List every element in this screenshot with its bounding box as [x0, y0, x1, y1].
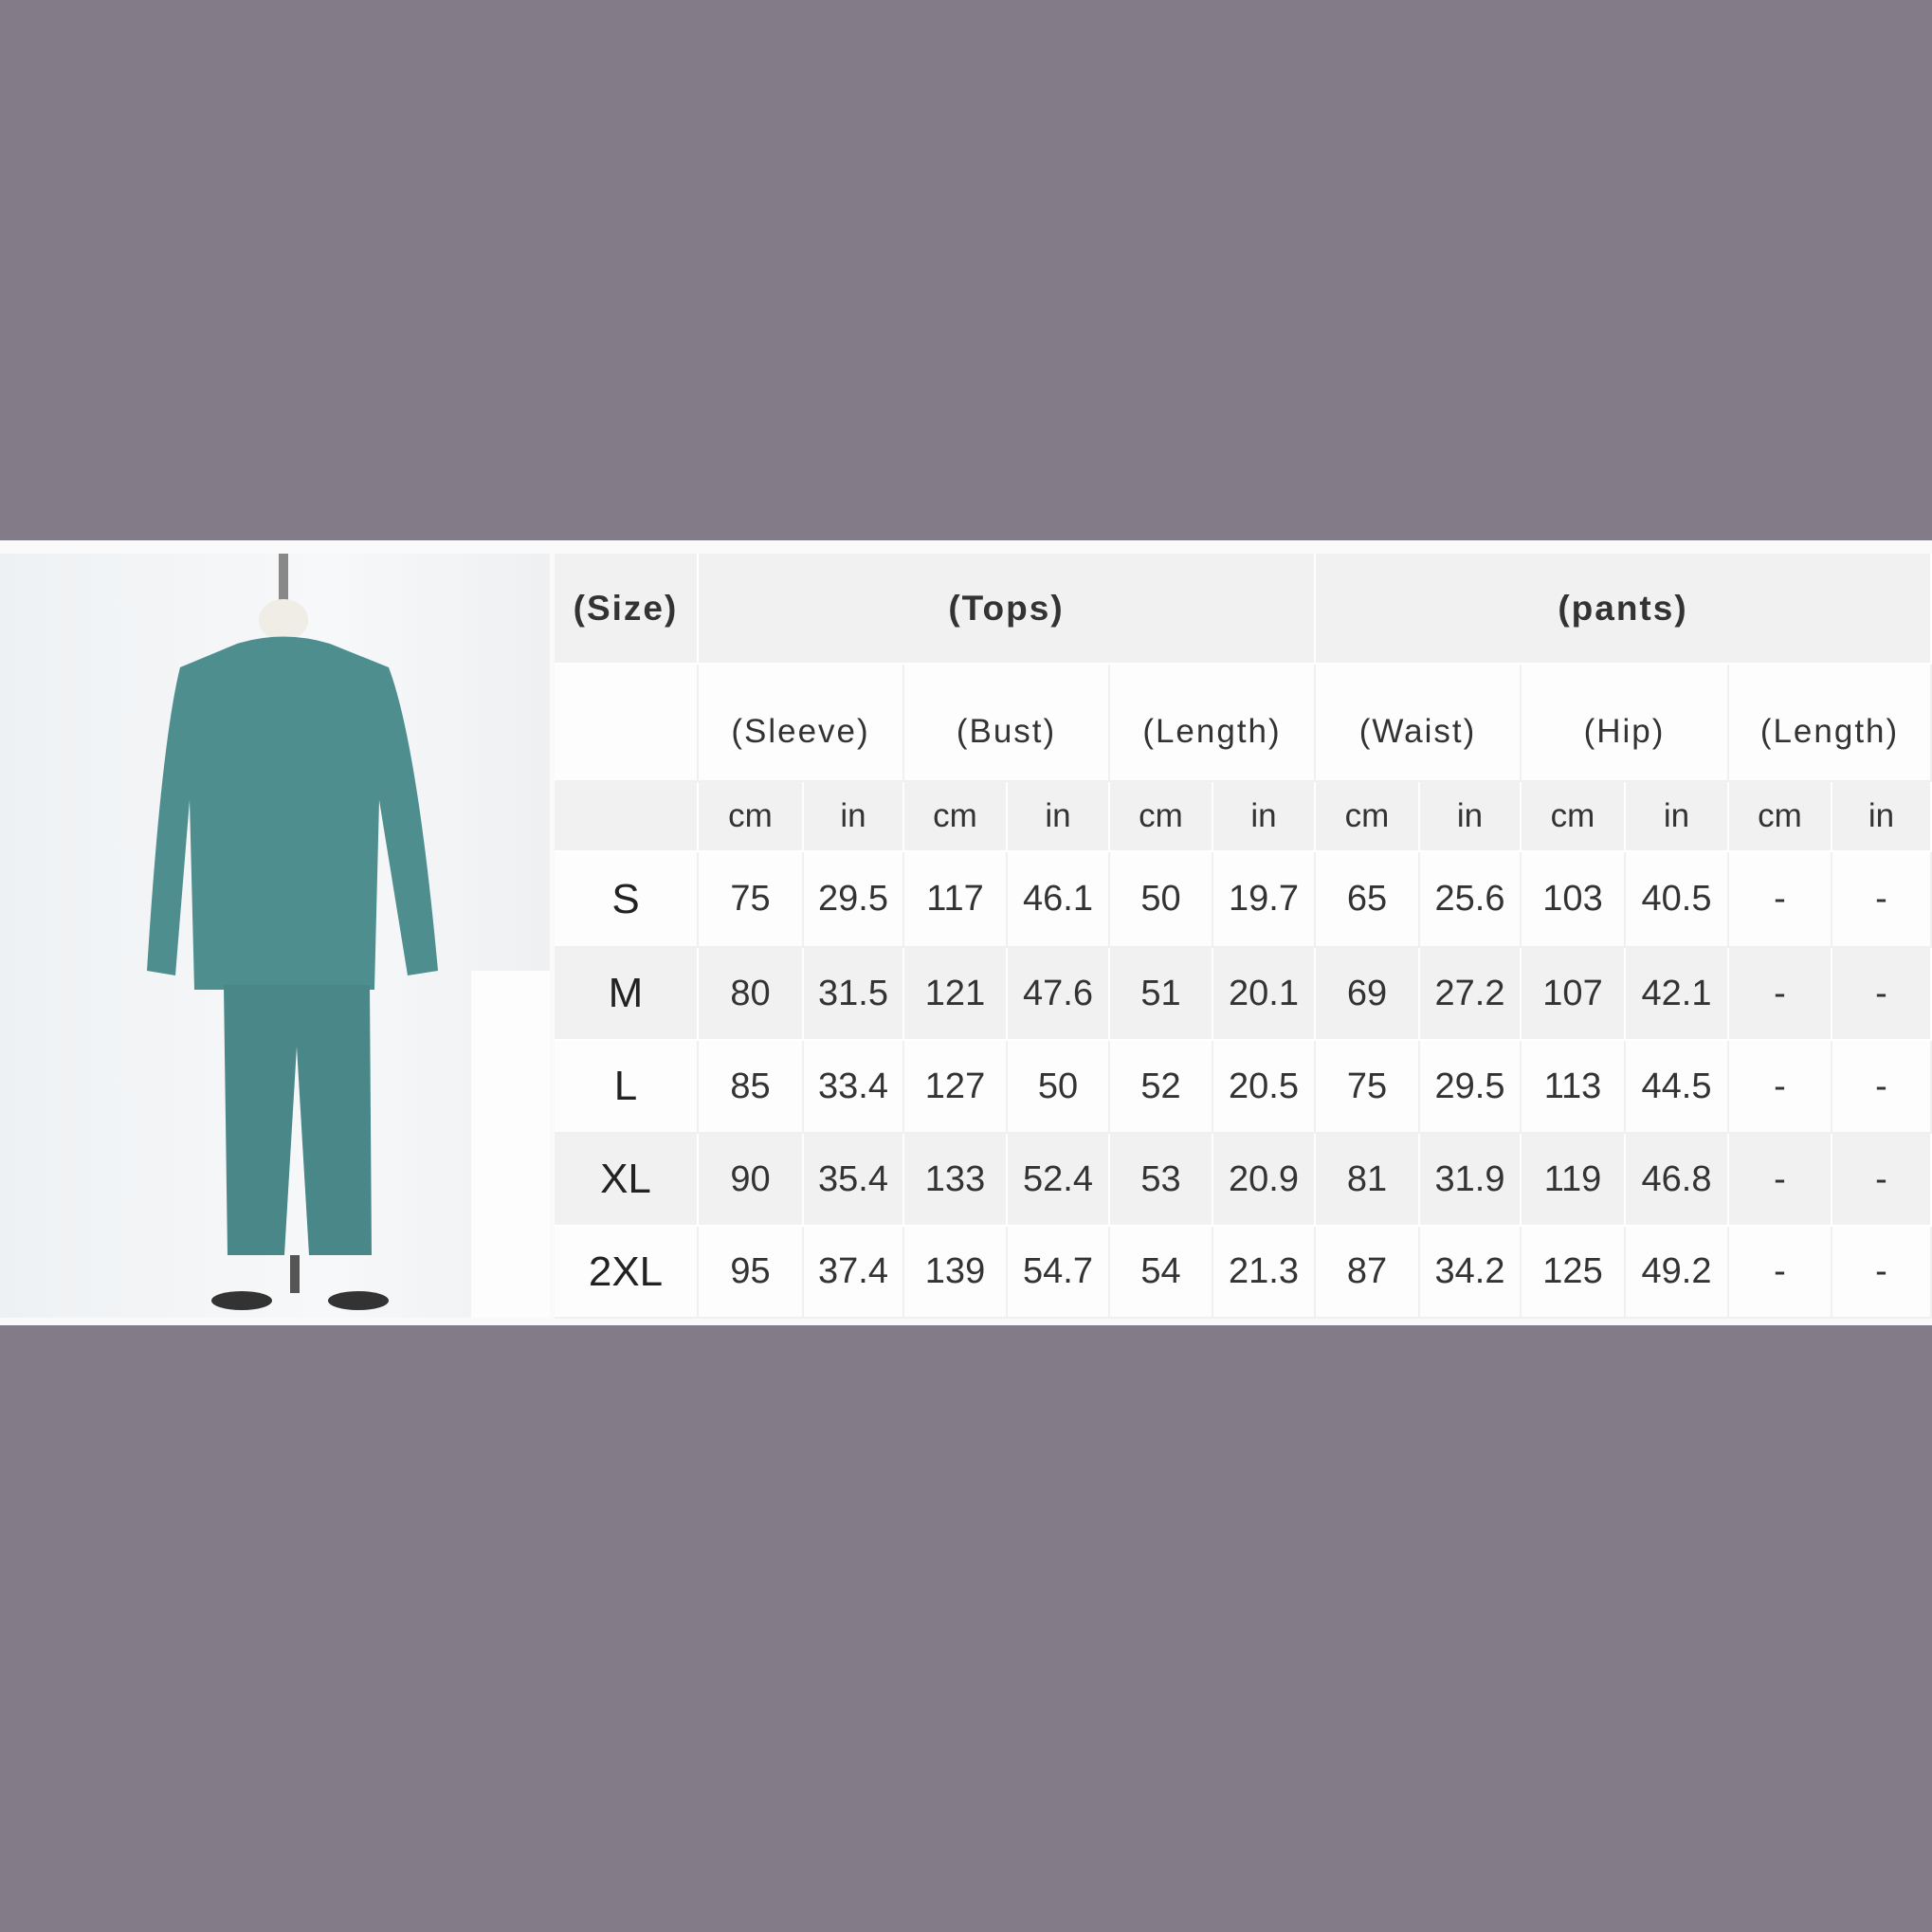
- measurement-header: (Bust): [904, 665, 1110, 782]
- table-cell: 31.9: [1420, 1134, 1522, 1227]
- unit-header: in: [1213, 782, 1316, 852]
- table-cell: -: [1729, 1041, 1832, 1134]
- table-cell: 85: [699, 1041, 804, 1134]
- stand-foot-right: [328, 1291, 389, 1310]
- measurement-header: (Hip): [1522, 665, 1729, 782]
- table-cell: 20.9: [1213, 1134, 1316, 1227]
- table-cell: 49.2: [1626, 1227, 1729, 1319]
- table-cell: 19.7: [1213, 852, 1316, 948]
- mannequin-neck: [259, 599, 308, 641]
- table-cell: 95: [699, 1227, 804, 1319]
- table-cell: 139: [904, 1227, 1008, 1319]
- table-cell: 29.5: [1420, 1041, 1522, 1134]
- table-cell: 69: [1316, 948, 1420, 1041]
- table-cell: 53: [1110, 1134, 1213, 1227]
- table-cell: 33.4: [804, 1041, 904, 1134]
- table-cell: 103: [1522, 852, 1626, 948]
- table-cell: 35.4: [804, 1134, 904, 1227]
- top-garment: [147, 636, 438, 990]
- unit-header: cm: [1729, 782, 1832, 852]
- table-cell: 52.4: [1008, 1134, 1110, 1227]
- table-cell: 75: [699, 852, 804, 948]
- table-cell: 121: [904, 948, 1008, 1041]
- table-cell: 117: [904, 852, 1008, 948]
- table-cell: -: [1729, 1134, 1832, 1227]
- tops-header: (Tops): [699, 554, 1316, 665]
- size-label: 2XL: [555, 1227, 699, 1319]
- table-cell: 20.1: [1213, 948, 1316, 1041]
- unit-header: cm: [904, 782, 1008, 852]
- table-cell: 119: [1522, 1134, 1626, 1227]
- table-cell: -: [1832, 1134, 1932, 1227]
- size-label: L: [555, 1041, 699, 1134]
- size-label: M: [555, 948, 699, 1041]
- table-cell: 127: [904, 1041, 1008, 1134]
- table-cell: -: [1832, 948, 1932, 1041]
- table-cell: 54.7: [1008, 1227, 1110, 1319]
- size-chart-table: (Size) (Tops) (pants) (Sleeve) (Bust) (Length…: [555, 554, 1932, 1319]
- unit-corner-cell: [555, 782, 699, 852]
- table-cell: 51: [1110, 948, 1213, 1041]
- unit-header: in: [804, 782, 904, 852]
- mannequin-stand: [290, 1255, 300, 1293]
- unit-header: in: [1008, 782, 1110, 852]
- measurement-header: (Sleeve): [699, 665, 904, 782]
- table-cell: 37.4: [804, 1227, 904, 1319]
- table-cell: 125: [1522, 1227, 1626, 1319]
- table-cell: 44.5: [1626, 1041, 1729, 1134]
- table-cell: -: [1729, 852, 1832, 948]
- table-cell: -: [1729, 1227, 1832, 1319]
- table-cell: 46.8: [1626, 1134, 1729, 1227]
- pedestal: [471, 971, 550, 1318]
- table-cell: 65: [1316, 852, 1420, 948]
- unit-header: in: [1420, 782, 1522, 852]
- table-cell: 75: [1316, 1041, 1420, 1134]
- table-cell: 25.6: [1420, 852, 1522, 948]
- size-label: XL: [555, 1134, 699, 1227]
- table-cell: 133: [904, 1134, 1008, 1227]
- table-cell: 29.5: [804, 852, 904, 948]
- table-cell: 27.2: [1420, 948, 1522, 1041]
- table-cell: 31.5: [804, 948, 904, 1041]
- table-cell: -: [1729, 948, 1832, 1041]
- mannequin-pole: [279, 554, 288, 611]
- table-cell: 47.6: [1008, 948, 1110, 1041]
- table-cell: -: [1832, 1227, 1932, 1319]
- table-cell: 113: [1522, 1041, 1626, 1134]
- table-cell: -: [1832, 852, 1932, 948]
- table-cell: 87: [1316, 1227, 1420, 1319]
- table-cell: 80: [699, 948, 804, 1041]
- table-cell: 50: [1008, 1041, 1110, 1134]
- unit-header: cm: [1316, 782, 1420, 852]
- unit-header: in: [1832, 782, 1932, 852]
- table-cell: 20.5: [1213, 1041, 1316, 1134]
- product-photo: [0, 554, 550, 1318]
- table-cell: 40.5: [1626, 852, 1729, 948]
- table-cell: 50: [1110, 852, 1213, 948]
- table-cell: 34.2: [1420, 1227, 1522, 1319]
- table-cell: 107: [1522, 948, 1626, 1041]
- table-cell: 21.3: [1213, 1227, 1316, 1319]
- measurement-header: (Waist): [1316, 665, 1522, 782]
- measurement-header: (Length): [1110, 665, 1316, 782]
- corner-cell: [555, 665, 699, 782]
- table-cell: 81: [1316, 1134, 1420, 1227]
- mannequin-outfit-image: [147, 554, 550, 1318]
- stand-foot-left: [211, 1291, 272, 1310]
- size-label: S: [555, 852, 699, 948]
- table-cell: 90: [699, 1134, 804, 1227]
- pants-header: (pants): [1316, 554, 1932, 665]
- measurement-header: (Length): [1729, 665, 1932, 782]
- pants-garment: [224, 985, 372, 1255]
- table-cell: -: [1832, 1041, 1932, 1134]
- table-cell: 52: [1110, 1041, 1213, 1134]
- table-cell: 42.1: [1626, 948, 1729, 1041]
- unit-header: in: [1626, 782, 1729, 852]
- table-cell: 54: [1110, 1227, 1213, 1319]
- table-cell: 46.1: [1008, 852, 1110, 948]
- unit-header: cm: [699, 782, 804, 852]
- size-header: (Size): [555, 554, 699, 665]
- unit-header: cm: [1522, 782, 1626, 852]
- unit-header: cm: [1110, 782, 1213, 852]
